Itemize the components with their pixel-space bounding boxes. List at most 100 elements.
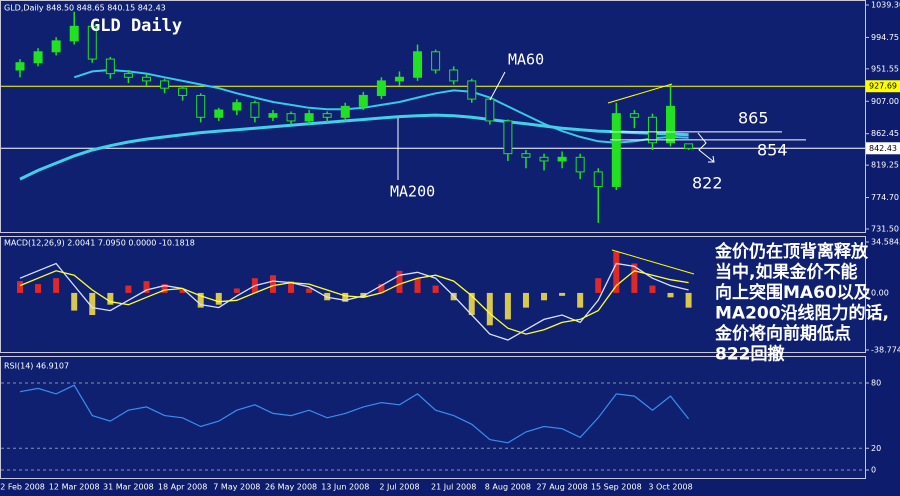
macd-bar <box>360 292 367 298</box>
annotation-text: 金价将向前期低点 <box>714 323 851 344</box>
candle-body <box>304 113 314 122</box>
price-label: 927.69 <box>869 82 897 91</box>
candle-body <box>376 80 386 96</box>
price-label: 842.43 <box>869 144 897 153</box>
rsi-panel <box>0 356 866 479</box>
line <box>19 270 689 335</box>
y-tick-label: 951.55 <box>871 64 899 73</box>
macd-bar <box>143 281 150 293</box>
series-label: MA60 <box>508 51 544 69</box>
macd-bar <box>522 292 529 308</box>
candle-body <box>87 25 97 60</box>
x-tick-label: 26 May 2008 <box>265 483 317 492</box>
candle-body <box>15 62 25 71</box>
annotation-text: 当中,如果金价不能 <box>715 262 857 283</box>
candle-body <box>539 156 549 162</box>
x-tick-label: 2 Jul 2008 <box>379 483 419 492</box>
panel-header: RSI(14) 46.9107 <box>4 362 69 371</box>
macd-bar <box>342 292 349 302</box>
candle-body <box>286 113 296 122</box>
macd-bar <box>35 284 42 293</box>
macd-bar <box>468 292 475 315</box>
candle-body <box>214 109 224 118</box>
candle-body <box>629 113 639 118</box>
macd-panel <box>0 236 866 353</box>
y-tick-label: 862.45 <box>871 129 899 138</box>
candle-body <box>268 113 278 118</box>
macd-bar <box>504 292 511 320</box>
level-label: 822 <box>692 174 723 193</box>
candle-body <box>250 102 260 118</box>
macd-bar <box>396 270 403 293</box>
price-label-box <box>866 142 900 155</box>
candle-body <box>684 143 694 149</box>
candle-body <box>123 73 133 78</box>
macd-bar <box>631 263 638 293</box>
candle-body <box>485 98 495 122</box>
x-tick-label: 3 Oct 2008 <box>648 483 692 492</box>
macd-bar <box>179 289 186 293</box>
y-tick-label: 0 <box>871 466 876 475</box>
y-tick-label: 819.25 <box>871 161 899 170</box>
candle-body <box>394 76 404 82</box>
candle-body <box>51 40 61 53</box>
level-label: 854 <box>757 140 788 159</box>
macd-bar <box>649 285 656 293</box>
panel-header: MACD(12,26,9) 2.0041 7.0950 0.0000 -10.1… <box>4 239 195 248</box>
candle-body <box>593 171 603 187</box>
candle-body <box>467 80 477 100</box>
macd-bar <box>233 288 240 293</box>
x-tick-label: 8 Aug 2008 <box>485 483 531 492</box>
candle-body <box>69 25 79 42</box>
projection-arrow <box>697 132 715 163</box>
macd-bar <box>53 278 60 293</box>
candle-body <box>105 58 115 75</box>
macd-bar <box>288 281 295 293</box>
candle-body <box>413 51 423 78</box>
annotation-text: 金价仍在顶背离释放 <box>714 241 869 262</box>
y-tick-label: 80 <box>871 379 881 388</box>
macd-bar <box>125 285 132 293</box>
annotation-text: 向上突围MA60以及 <box>715 282 872 303</box>
candle-body <box>141 76 151 82</box>
x-tick-label: 22 Feb 2008 <box>0 483 45 492</box>
macd-bar <box>595 278 602 293</box>
candle-body <box>196 94 206 118</box>
candle-body <box>647 116 657 144</box>
x-tick-label: 27 Aug 2008 <box>536 483 587 492</box>
line <box>19 262 689 341</box>
candle-body <box>322 113 332 118</box>
y-tick-label: 20 <box>871 444 881 453</box>
trend-line <box>607 83 673 104</box>
candle-body <box>160 80 170 89</box>
macd-bar <box>306 288 313 293</box>
x-tick-label: 21 Jul 2008 <box>431 483 476 492</box>
candle-body <box>503 120 513 155</box>
y-tick-label: 731.50 <box>871 225 899 234</box>
y-tick-label: -38.7746 <box>871 346 900 355</box>
y-tick-label: 1039.30 <box>871 1 900 10</box>
x-tick-label: 12 Mar 2008 <box>49 483 100 492</box>
candle-body <box>358 94 368 107</box>
candle-body <box>666 105 676 144</box>
candle-body <box>178 87 188 96</box>
candle-body <box>340 105 350 118</box>
y-tick-label: 907.00 <box>871 97 899 106</box>
macd-bar <box>89 292 96 315</box>
macd-bar <box>197 292 204 308</box>
line <box>19 384 690 444</box>
macd-bar <box>432 285 439 293</box>
series-label: MA200 <box>390 183 435 201</box>
line <box>73 68 689 144</box>
x-tick-label: 7 May 2008 <box>213 483 260 492</box>
macd-bar <box>486 292 493 326</box>
macd-bar <box>161 284 168 293</box>
candle-body <box>575 156 585 173</box>
line <box>19 113 689 181</box>
y-tick-label: 994.75 <box>871 33 899 42</box>
macd-bar <box>667 292 674 298</box>
macd-bar <box>378 284 385 293</box>
macd-bar <box>71 292 78 311</box>
macd-bar <box>107 292 114 305</box>
